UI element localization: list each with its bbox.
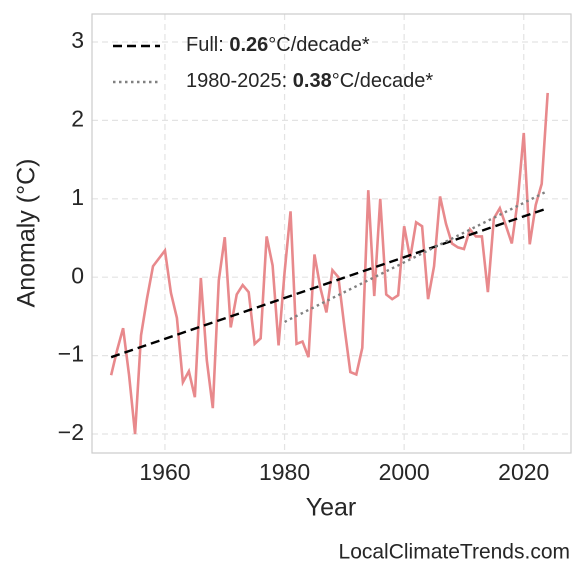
trend-line	[284, 189, 549, 323]
legend-label: Full: 0.26°C/decade*	[186, 34, 370, 56]
y-tick-label: 3	[71, 27, 84, 53]
trend-line	[110, 207, 549, 359]
x-tick-label: 2000	[379, 459, 430, 485]
watermark: LocalClimateTrends.com	[339, 541, 570, 564]
anomaly-line	[109, 92, 549, 435]
legend-label: 1980-2025: 0.38°C/decade*	[186, 70, 433, 92]
y-axis-label: Anomaly (°C)	[13, 159, 41, 308]
x-tick-label: 2020	[498, 459, 549, 485]
y-tick-label: 2	[71, 105, 84, 131]
y-tick-label: −1	[58, 341, 84, 367]
x-axis-label: Year	[306, 494, 357, 522]
plot-frame	[91, 13, 572, 454]
x-tick-label: 1980	[259, 459, 310, 485]
y-tick-label: 1	[71, 184, 84, 210]
x-tick-label: 1960	[139, 459, 190, 485]
y-tick-label: 0	[71, 262, 84, 288]
y-tick-label: −2	[58, 419, 84, 445]
